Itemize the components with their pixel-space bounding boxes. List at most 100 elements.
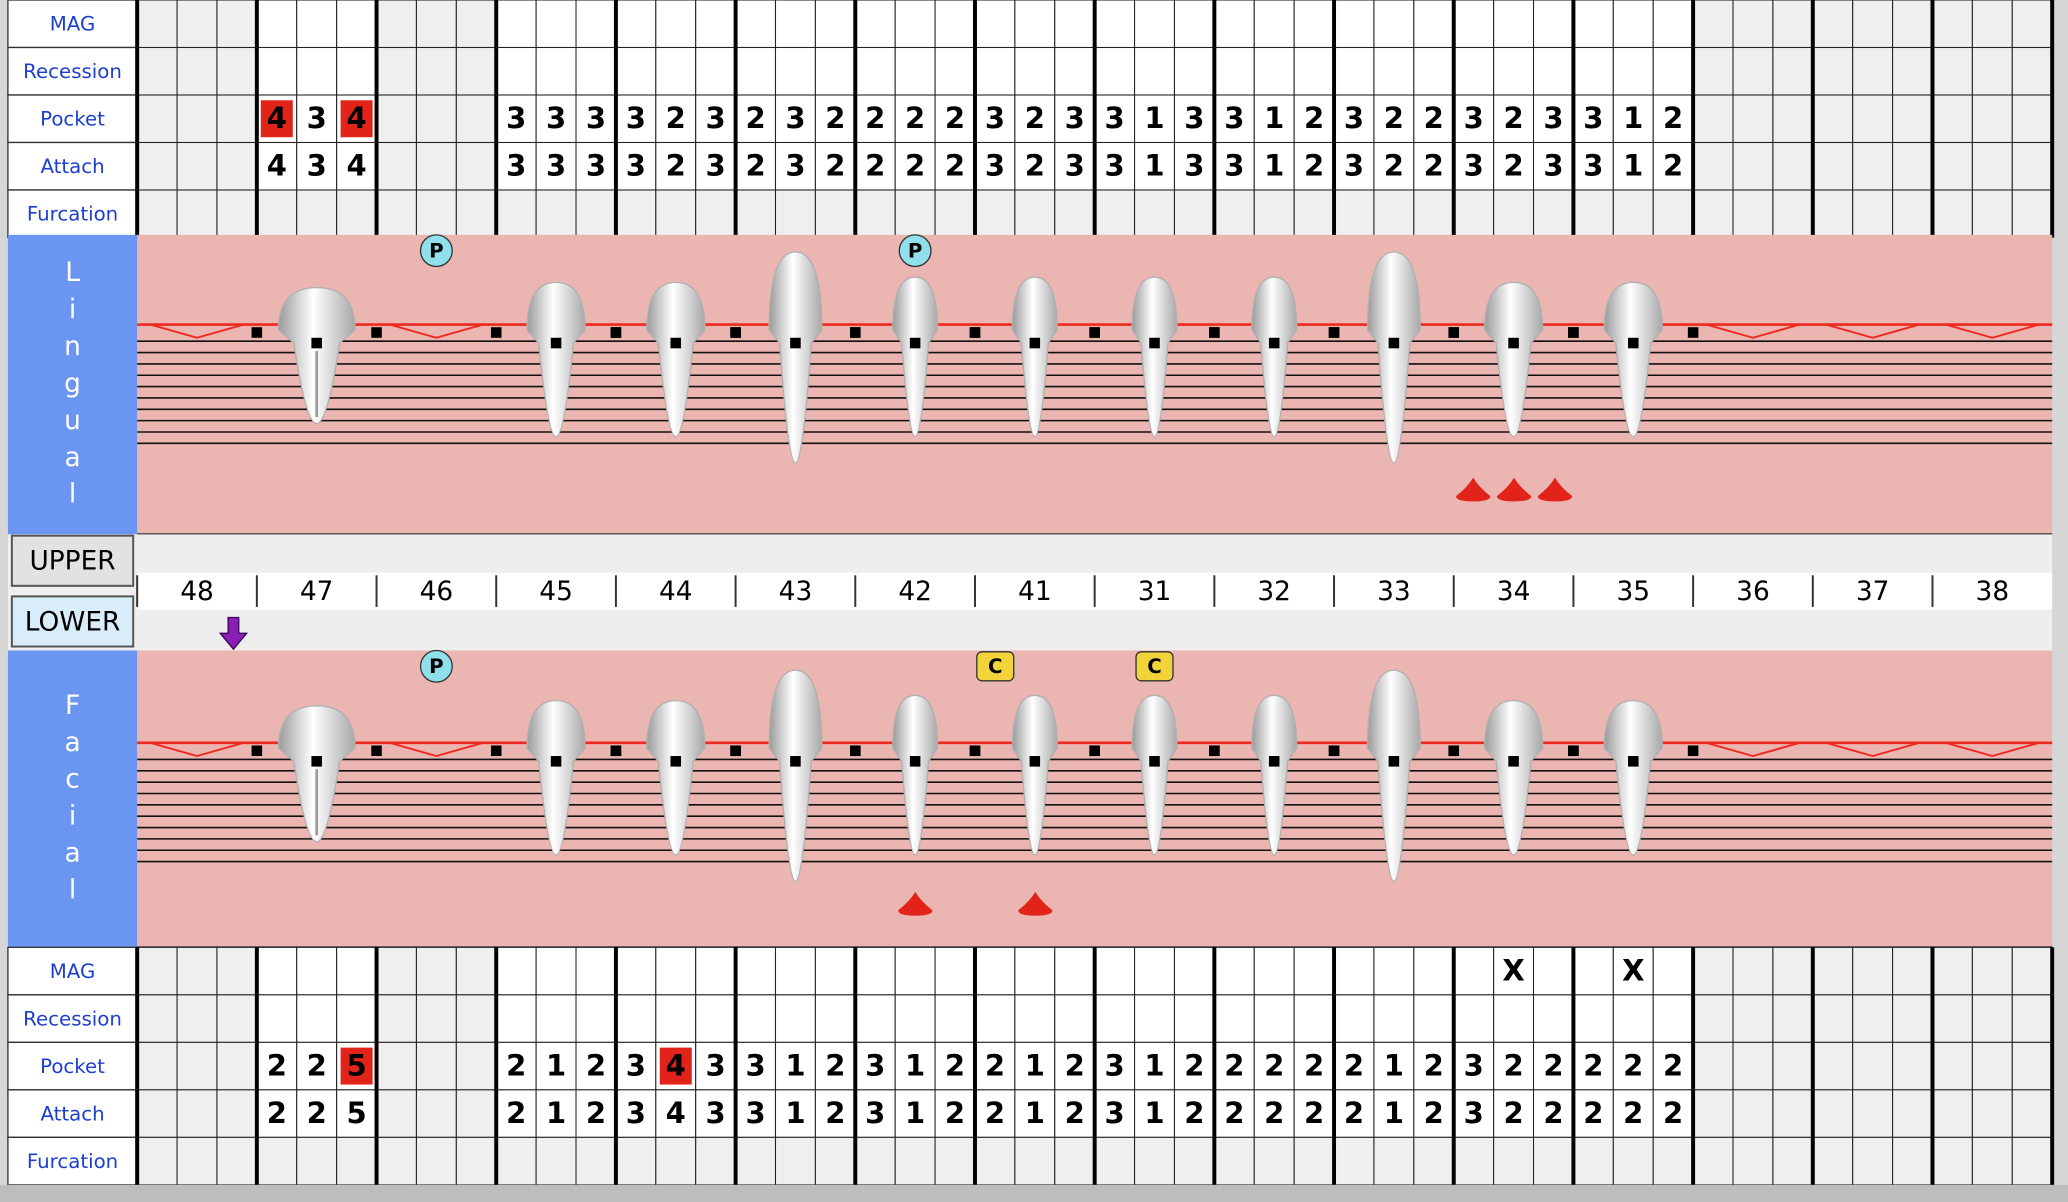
- cell: [1134, 1041, 1175, 1091]
- cell: [1812, 1136, 1854, 1186]
- cell: [535, 946, 577, 996]
- cell: [336, 189, 378, 239]
- cell: [136, 94, 178, 144]
- site-value: 2: [1304, 149, 1324, 183]
- site-value: 3: [745, 1048, 765, 1082]
- site-value: 3: [307, 149, 327, 183]
- row-label: Furcation: [27, 203, 118, 226]
- site-value: 2: [1065, 1096, 1085, 1130]
- cell: [1652, 1136, 1694, 1186]
- row-label: Pocket: [40, 108, 105, 131]
- cell: [735, 46, 777, 96]
- panel-label-bg: [7, 650, 138, 948]
- arch-button[interactable]: [10, 595, 135, 648]
- cell: [495, 94, 537, 144]
- cell: [1971, 189, 2013, 239]
- cell: [1892, 0, 1934, 49]
- row-label-cell: [7, 46, 138, 96]
- cell: [2011, 1041, 2053, 1091]
- cell: [455, 1089, 497, 1138]
- cell: [495, 1089, 537, 1138]
- cell: [256, 1136, 298, 1186]
- cell: [376, 189, 417, 239]
- cell: [535, 1136, 577, 1186]
- cell: [336, 1089, 378, 1138]
- cell: [2011, 1136, 2053, 1186]
- cell: [1692, 994, 1734, 1043]
- arch-button-label[interactable]: LOWER: [25, 607, 121, 637]
- cell: [1413, 1041, 1455, 1091]
- cell: [1054, 189, 1096, 239]
- cell: [1213, 1041, 1255, 1091]
- cell: [1014, 1089, 1056, 1138]
- site-value: 2: [1424, 1048, 1444, 1082]
- cell: [1612, 0, 1654, 49]
- arch-button-label[interactable]: UPPER: [29, 547, 115, 577]
- cell: [974, 946, 1016, 996]
- site-value: 3: [1464, 1096, 1484, 1130]
- site-value: 3: [1105, 1048, 1125, 1082]
- cell: [296, 1136, 338, 1186]
- cell: [1772, 94, 1814, 144]
- probe-mark: [730, 327, 741, 338]
- gum-marker: [150, 323, 244, 339]
- cell: [774, 994, 816, 1043]
- cell: [1892, 141, 1934, 191]
- cell: [136, 1136, 178, 1186]
- site-value: 3: [1344, 101, 1364, 135]
- cell: [1094, 1136, 1136, 1186]
- cell: [1971, 46, 2013, 96]
- cell: [1094, 946, 1136, 996]
- probe-mark: [550, 337, 562, 349]
- cell: [974, 189, 1016, 239]
- probe-mark: [490, 745, 502, 757]
- arch-button[interactable]: [10, 534, 135, 587]
- cell: [1413, 0, 1455, 49]
- site-value: 2: [945, 101, 965, 135]
- cell: [415, 0, 457, 49]
- cell: [655, 46, 697, 96]
- probe-mark: [1029, 756, 1041, 767]
- cell: [136, 46, 178, 96]
- cell: [1134, 946, 1175, 996]
- cell: [1532, 1041, 1574, 1091]
- cell: [455, 94, 497, 144]
- cell: [1413, 189, 1455, 239]
- cell: [1293, 1041, 1335, 1091]
- tooth-number: 41: [1018, 577, 1052, 607]
- site-value: 2: [985, 1096, 1005, 1130]
- marker-label: P: [908, 240, 922, 263]
- cell: [615, 94, 657, 144]
- gum-marker: [389, 741, 484, 758]
- cell: [535, 1041, 577, 1091]
- cell: [695, 94, 737, 144]
- cell: [934, 1089, 976, 1138]
- cell: [655, 1136, 697, 1186]
- cell: [176, 46, 218, 96]
- cell: [376, 94, 417, 144]
- tooth-number: 44: [659, 577, 693, 607]
- site-value: 3: [1065, 101, 1085, 135]
- cell: [1532, 994, 1574, 1043]
- row-label-cell: [7, 0, 138, 49]
- cell: [1732, 0, 1774, 49]
- site-value: 2: [1663, 101, 1683, 135]
- site-value: 2: [905, 149, 925, 183]
- cell: [1134, 141, 1175, 191]
- cell: [136, 0, 178, 49]
- row-label: Recession: [23, 60, 122, 83]
- cell: [1692, 94, 1734, 144]
- cell: [1532, 1089, 1574, 1138]
- site-value: 2: [1503, 1048, 1523, 1082]
- cell: [1892, 46, 1934, 96]
- probe-mark: [909, 756, 921, 767]
- site-value: 2: [1424, 1096, 1444, 1130]
- cell: [814, 94, 856, 144]
- cell: [695, 0, 737, 49]
- panel-label-box: Lingual: [57, 255, 89, 514]
- cell: [1493, 946, 1535, 996]
- cell: [1892, 1041, 1934, 1091]
- cell: [894, 189, 936, 239]
- cell: [1134, 994, 1175, 1043]
- probe-mark: [371, 745, 382, 757]
